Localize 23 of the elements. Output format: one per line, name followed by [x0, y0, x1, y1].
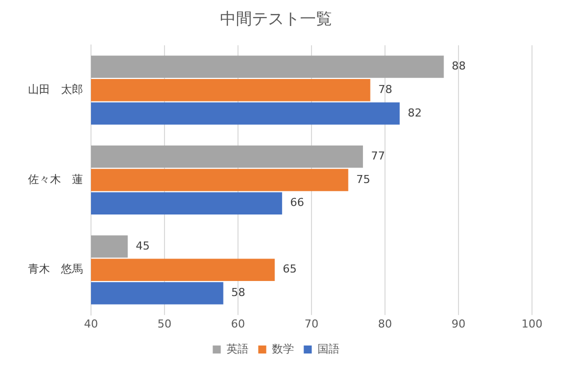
x-tick-label: 40	[84, 317, 98, 330]
legend-label: 国語	[317, 342, 340, 356]
chart-title: 中間テスト一覧	[220, 8, 332, 28]
data-label: 75	[356, 172, 370, 186]
x-tick-label: 100	[522, 317, 542, 330]
x-tick-label: 70	[304, 317, 318, 330]
x-tick-label: 90	[452, 317, 466, 330]
x-tick-label: 80	[378, 317, 392, 330]
legend-label: 英語	[226, 342, 248, 356]
y-tick-label: 佐々木 蓮	[28, 172, 83, 186]
data-label: 82	[408, 106, 422, 120]
data-label: 45	[136, 239, 150, 252]
data-label: 78	[378, 82, 392, 96]
y-tick-label: 山田 太郎	[28, 82, 83, 96]
data-label: 88	[452, 60, 466, 73]
x-tick-label: 60	[231, 317, 245, 330]
data-label: 65	[282, 262, 297, 276]
legend-label: 数学	[272, 342, 294, 356]
data-label: 77	[370, 149, 385, 162]
data-label: 66	[290, 196, 304, 210]
data-label: 58	[231, 286, 246, 300]
y-tick-label: 青木 悠馬	[28, 262, 83, 276]
x-tick-label: 50	[158, 317, 172, 330]
